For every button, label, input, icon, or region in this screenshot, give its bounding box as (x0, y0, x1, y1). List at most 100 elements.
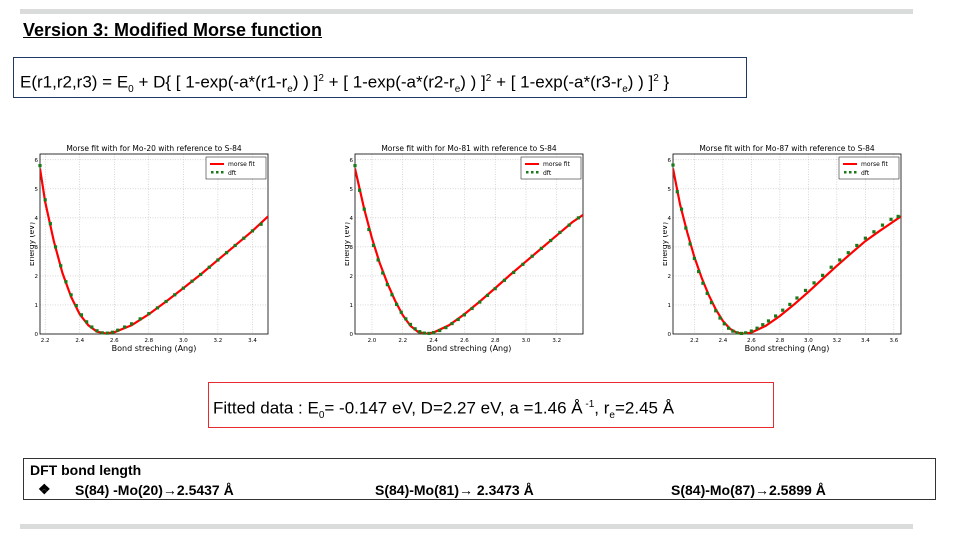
x-tick-label: 2.6 (747, 338, 756, 344)
data-point-dft (521, 262, 525, 266)
data-point-dft (64, 280, 68, 284)
chart-mo87: Morse fit with for Mo-87 with reference … (663, 142, 903, 358)
y-tick-label: 2 (668, 274, 672, 280)
dft-entry-mo87: S(84)-Mo(87)→2.5899 Å (671, 482, 826, 498)
data-point-dft (788, 302, 792, 306)
data-point-dft (110, 330, 115, 334)
data-point-dft (671, 163, 675, 167)
data-point-dft (181, 286, 185, 290)
data-point-dft (749, 329, 753, 333)
data-point-dft (795, 296, 799, 300)
y-tick-label: 6 (350, 158, 354, 164)
legend-label-morse-fit: morse fit (543, 161, 570, 168)
fitted-data-box: Fitted data : E0= -0.147 eV, D=2.27 eV, … (208, 382, 774, 428)
legend-label-dft: dft (861, 170, 870, 177)
legend-label-morse-fit: morse fit (228, 161, 255, 168)
x-tick-label: 2.8 (776, 338, 785, 344)
data-point-dft (539, 246, 544, 250)
legend-swatch-dft (531, 171, 534, 174)
y-tick-label: 0 (350, 332, 354, 338)
data-point-dft (701, 281, 705, 285)
data-point-dft (739, 331, 743, 336)
y-tick-label: 0 (35, 332, 39, 338)
legend-swatch-dft (216, 171, 219, 174)
data-point-dft (558, 230, 562, 234)
data-point-dft (697, 269, 701, 274)
data-point-dft (838, 258, 842, 262)
data-point-dft (74, 303, 78, 308)
data-point-dft (726, 326, 731, 330)
series-line-morse-fit (673, 168, 901, 334)
legend-swatch-dft (221, 171, 224, 174)
x-tick-label: 2.6 (110, 338, 119, 344)
data-point-dft (390, 293, 394, 297)
data-point-dft (863, 236, 867, 240)
data-point-dft (470, 306, 474, 311)
data-point-dft (376, 258, 380, 262)
data-point-dft (199, 272, 203, 277)
x-tick-label: 3.4 (861, 338, 870, 344)
data-point-dft (761, 323, 765, 327)
data-point-dft (896, 214, 900, 219)
data-point-dft (48, 222, 52, 226)
data-point-dft (381, 271, 385, 275)
data-point-dft (714, 309, 718, 313)
data-point-dft (69, 293, 73, 297)
data-point-dft (385, 283, 389, 287)
data-point-dft (362, 207, 366, 211)
data-point-dft (493, 287, 497, 291)
data-point-dft (812, 281, 816, 285)
y-tick-label: 2 (35, 274, 39, 280)
data-point-dft (679, 207, 684, 211)
y-tick-label: 6 (668, 158, 672, 164)
x-tick-label: 2.4 (75, 338, 84, 344)
series-line-morse-fit (40, 168, 268, 334)
x-axis-label: Bond streching (Ang) (745, 344, 830, 353)
x-tick-label: 2.8 (491, 338, 500, 344)
data-point-dft (123, 325, 127, 329)
legend-label-morse-fit: morse fit (861, 161, 888, 168)
data-point-dft (755, 326, 759, 330)
data-point-dft (216, 258, 220, 262)
data-point-dft (90, 325, 94, 329)
x-tick-label: 3.0 (804, 338, 813, 344)
x-tick-label: 2.2 (398, 338, 407, 344)
data-point-dft (129, 322, 134, 326)
x-tick-label: 2.4 (719, 338, 728, 344)
legend-swatch-dft (536, 171, 539, 174)
chart-mo20-svg: Morse fit with for Mo-20 with reference … (30, 144, 269, 353)
data-point-dft (224, 251, 229, 255)
legend-swatch-dft (211, 171, 214, 174)
data-point-dft (399, 310, 403, 314)
x-axis-label: Bond streching (Ang) (112, 344, 197, 353)
data-point-dft (549, 238, 553, 243)
data-point-dft (766, 319, 771, 323)
data-point-dft (404, 317, 408, 321)
dft-entry-mo81: S(84)-Mo(81)→ 2.3473 Å (375, 482, 534, 498)
data-point-dft (744, 331, 748, 335)
x-tick-label: 3.0 (179, 338, 188, 344)
data-point-dft (53, 245, 58, 249)
diamond-bullet-icon: ❖ (38, 481, 51, 497)
plot-frame (354, 153, 584, 335)
y-tick-label: 5 (668, 187, 672, 193)
data-point-dft (872, 230, 876, 234)
data-point-dft (705, 291, 709, 295)
y-tick-label: 3 (350, 245, 354, 251)
chart-mo81-svg: Morse fit with for Mo-81 with reference … (345, 144, 584, 353)
data-point-dft (688, 242, 692, 246)
chart-mo81: Morse fit with for Mo-81 with reference … (345, 142, 585, 358)
y-tick-label: 0 (668, 332, 672, 338)
data-point-dft (444, 326, 448, 330)
data-point-dft (731, 329, 735, 333)
data-point-dft (242, 236, 246, 240)
x-tick-label: 3.4 (248, 338, 257, 344)
x-tick-label: 3.2 (833, 338, 842, 344)
data-point-dft (59, 264, 63, 268)
y-tick-label: 6 (35, 158, 39, 164)
x-tick-label: 2.4 (429, 338, 438, 344)
x-tick-label: 3.2 (214, 338, 223, 344)
y-tick-label: 1 (668, 303, 672, 309)
y-axis-label: Energy (eV) (345, 222, 351, 266)
legend-swatch-dft (854, 171, 857, 174)
